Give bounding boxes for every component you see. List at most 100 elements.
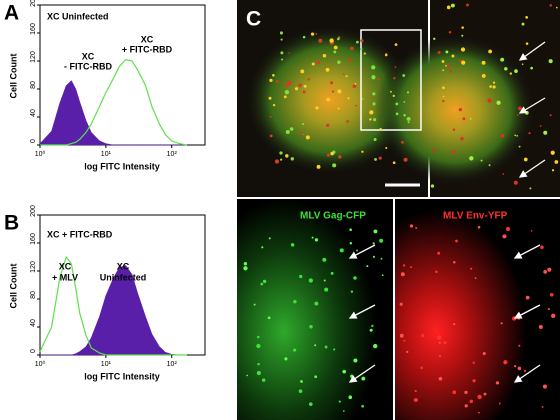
speckle (257, 362, 260, 366)
speckle (356, 249, 358, 252)
speckle (347, 97, 350, 100)
speckle (343, 73, 345, 75)
speckle (540, 245, 544, 250)
speckle (403, 114, 406, 117)
speckle (360, 39, 364, 43)
speckle (380, 257, 383, 260)
speckle (285, 154, 289, 158)
speckle (554, 160, 559, 164)
speckle (361, 376, 366, 381)
speckle (256, 343, 261, 349)
speckle (541, 406, 544, 408)
y-tick-label: 0 (30, 349, 37, 353)
speckle (330, 271, 334, 275)
speckle (339, 248, 344, 253)
speckle (548, 59, 553, 64)
speckle (314, 375, 318, 379)
speckle (372, 102, 376, 106)
annotation: + FITC-RBD (122, 44, 173, 54)
speckle (337, 107, 340, 110)
speckle (549, 292, 554, 297)
speckle (373, 229, 378, 234)
speckle (513, 180, 518, 185)
x-axis-label: log FITC Intensity (84, 371, 160, 381)
speckle (547, 267, 552, 272)
speckle (307, 78, 310, 81)
speckle (399, 302, 403, 306)
speckle (253, 303, 256, 306)
speckle (438, 341, 441, 344)
speckle (353, 276, 357, 280)
speckle (384, 53, 388, 57)
speckle (466, 3, 469, 7)
speckle (338, 155, 342, 159)
speckle (305, 135, 310, 140)
speckle (445, 64, 448, 67)
speckle (521, 22, 525, 26)
speckle (530, 66, 533, 70)
speckle (521, 63, 524, 66)
speckle (392, 161, 396, 165)
speckle (314, 238, 319, 242)
speckle (482, 351, 486, 356)
speckle (481, 74, 486, 78)
speckle (443, 341, 447, 345)
speckle (395, 112, 399, 116)
speckle (403, 339, 406, 342)
speckle (462, 117, 466, 121)
speckle (280, 38, 283, 41)
speckle (407, 121, 410, 124)
x-tick-label: 10¹ (101, 151, 112, 158)
speckle (274, 159, 280, 164)
speckle (280, 51, 284, 55)
speckle (342, 369, 347, 374)
speckle (348, 395, 353, 400)
speckle (373, 118, 377, 122)
speckle (333, 50, 337, 54)
speckle (268, 96, 272, 100)
micrographs: C MLV Gag-CFP MLV Env-YFP (237, 0, 560, 420)
speckle (290, 157, 294, 161)
speckle (413, 397, 418, 403)
speckle (326, 153, 330, 157)
speckle (379, 127, 382, 131)
speckle (269, 134, 273, 138)
speckle (525, 295, 530, 300)
speckle (279, 31, 284, 35)
x-tick-label: 10² (167, 361, 178, 368)
speckle (363, 52, 366, 55)
speckle (450, 3, 455, 8)
speckle (400, 272, 405, 277)
speckle (516, 114, 519, 116)
speckle (492, 85, 496, 89)
speckle (403, 101, 406, 103)
speckle (284, 90, 290, 95)
speckle (260, 282, 264, 286)
speckle (323, 279, 326, 282)
speckle (269, 78, 273, 82)
y-tick-label: 40 (30, 319, 37, 327)
speckle (430, 184, 435, 188)
speckle (372, 242, 375, 245)
speckle (324, 287, 329, 292)
speckle (371, 75, 376, 80)
speckle (285, 129, 290, 134)
speckle (500, 57, 505, 62)
speckle (547, 307, 550, 311)
speckle (316, 164, 321, 169)
speckle (261, 378, 266, 382)
speckle (509, 72, 513, 75)
x-tick-label: 10² (167, 151, 178, 158)
speckle (256, 370, 261, 376)
speckle (299, 274, 303, 279)
annotation: XC (59, 261, 72, 271)
speckle (460, 47, 466, 52)
speckle (393, 77, 396, 80)
speckle (523, 369, 527, 372)
speckle (517, 317, 520, 320)
speckle (498, 402, 501, 405)
panel-label: B (4, 212, 19, 235)
speckle (459, 59, 462, 63)
speckle (363, 68, 366, 71)
speckle (442, 95, 445, 98)
